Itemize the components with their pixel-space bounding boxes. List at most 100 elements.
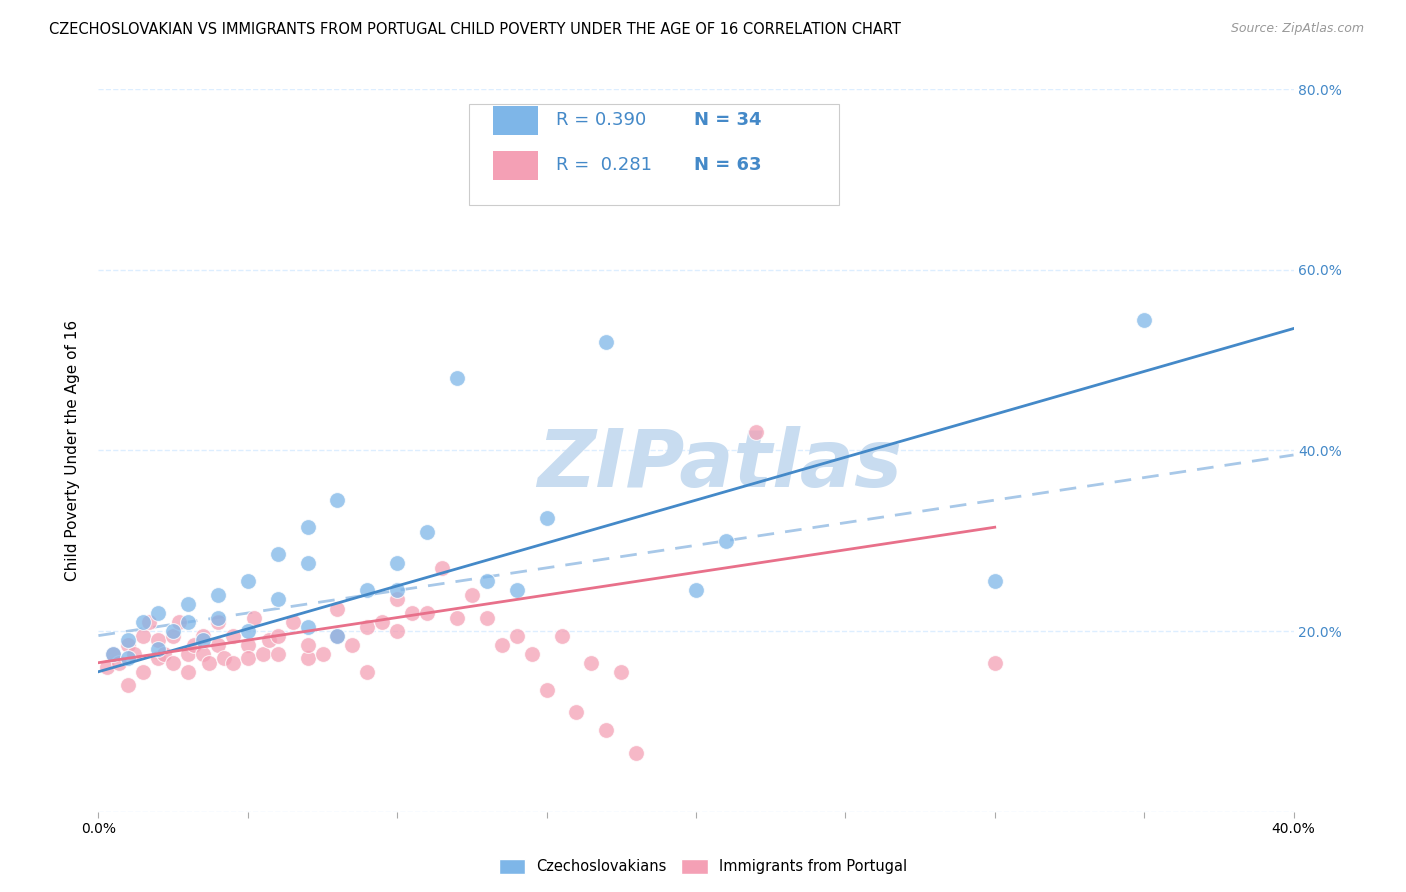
Point	[714, 533, 737, 548]
Point	[565, 706, 588, 720]
Point	[236, 638, 259, 652]
Point	[297, 520, 319, 534]
Bar	[494, 106, 538, 135]
Point	[446, 371, 468, 385]
Point	[297, 638, 319, 652]
Point	[236, 574, 259, 589]
Point	[148, 633, 170, 648]
Point	[117, 638, 139, 652]
Point	[385, 557, 409, 571]
Point	[243, 610, 266, 624]
Point	[236, 624, 259, 639]
Point	[236, 651, 259, 665]
Point	[132, 615, 155, 629]
Point	[550, 629, 572, 643]
Point	[311, 647, 333, 661]
Point	[416, 524, 439, 539]
Point	[475, 574, 498, 589]
Point	[461, 588, 484, 602]
Point	[148, 651, 170, 665]
Point	[326, 629, 349, 643]
Point	[385, 624, 409, 639]
Point	[326, 493, 349, 508]
Point	[520, 647, 543, 661]
Point	[148, 642, 170, 657]
Point	[342, 638, 364, 652]
Point	[626, 746, 648, 760]
Point	[475, 610, 498, 624]
Point	[117, 651, 139, 665]
Point	[326, 601, 349, 615]
Point	[132, 665, 155, 679]
Point	[297, 619, 319, 633]
Text: N = 63: N = 63	[693, 156, 761, 174]
Text: R = 0.390: R = 0.390	[557, 112, 647, 129]
Point	[491, 638, 513, 652]
Text: Source: ZipAtlas.com: Source: ZipAtlas.com	[1230, 22, 1364, 36]
Point	[506, 629, 529, 643]
Point	[536, 511, 558, 525]
Point	[401, 606, 423, 620]
Point	[207, 610, 229, 624]
Point	[117, 678, 139, 692]
Point	[267, 592, 290, 607]
Point	[207, 615, 229, 629]
Point	[685, 583, 707, 598]
Point	[385, 592, 409, 607]
Point	[356, 665, 378, 679]
Point	[222, 656, 245, 670]
Point	[191, 629, 214, 643]
Point	[153, 647, 176, 661]
Point	[177, 597, 200, 611]
Point	[1133, 312, 1156, 326]
Point	[148, 606, 170, 620]
Text: N = 34: N = 34	[693, 112, 761, 129]
Point	[297, 557, 319, 571]
Point	[385, 583, 409, 598]
Y-axis label: Child Poverty Under the Age of 16: Child Poverty Under the Age of 16	[65, 320, 80, 581]
Point	[177, 647, 200, 661]
Point	[183, 638, 205, 652]
Point	[252, 647, 274, 661]
Point	[108, 656, 131, 670]
Point	[138, 615, 160, 629]
Point	[371, 615, 394, 629]
Point	[167, 615, 190, 629]
Point	[984, 574, 1007, 589]
Point	[506, 583, 529, 598]
Point	[222, 629, 245, 643]
Point	[177, 665, 200, 679]
Text: CZECHOSLOVAKIAN VS IMMIGRANTS FROM PORTUGAL CHILD POVERTY UNDER THE AGE OF 16 CO: CZECHOSLOVAKIAN VS IMMIGRANTS FROM PORTU…	[49, 22, 901, 37]
Point	[581, 656, 603, 670]
Point	[207, 638, 229, 652]
Point	[267, 547, 290, 561]
Point	[356, 583, 378, 598]
FancyBboxPatch shape	[470, 103, 839, 205]
Point	[191, 633, 214, 648]
Point	[162, 629, 184, 643]
Point	[984, 656, 1007, 670]
Point	[212, 651, 235, 665]
Point	[326, 629, 349, 643]
Point	[267, 629, 290, 643]
Text: ZIPatlas: ZIPatlas	[537, 425, 903, 504]
Point	[595, 334, 617, 349]
Point	[610, 665, 633, 679]
Text: R =  0.281: R = 0.281	[557, 156, 652, 174]
Point	[103, 647, 125, 661]
Point	[132, 629, 155, 643]
Point	[177, 615, 200, 629]
Point	[162, 624, 184, 639]
Point	[430, 561, 453, 575]
Point	[124, 647, 146, 661]
Point	[281, 615, 304, 629]
Point	[536, 682, 558, 697]
Point	[356, 619, 378, 633]
Point	[103, 647, 125, 661]
Point	[198, 656, 221, 670]
Legend: Czechoslovakians, Immigrants from Portugal: Czechoslovakians, Immigrants from Portug…	[492, 853, 914, 880]
Point	[257, 633, 280, 648]
Point	[117, 633, 139, 648]
Point	[416, 606, 439, 620]
Point	[207, 588, 229, 602]
